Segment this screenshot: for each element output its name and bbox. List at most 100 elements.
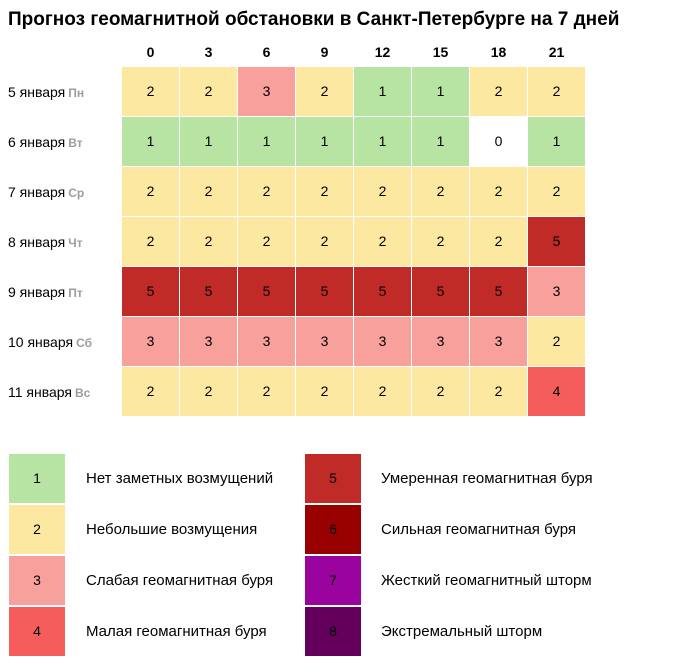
row-label: 8 января Чт [8,217,120,267]
heatmap-cell: 2 [528,67,585,116]
row-label: 10 января Сб [8,317,120,367]
row-date: 6 января [8,134,66,150]
heatmap-cell: 1 [122,117,179,166]
heatmap-cell: 2 [412,167,469,216]
heatmap-cell: 3 [296,317,353,366]
heatmap-cell: 1 [238,117,295,166]
legend-swatch-7: 7 [305,556,361,605]
heatmap-cell: 1 [296,117,353,166]
hour-label-0: 0 [146,44,155,60]
row-weekday: Ср [68,186,85,200]
heatmap-cell: 2 [122,167,179,216]
heatmap-cell: 2 [354,217,411,266]
row-label: 11 января Вс [8,367,120,417]
row-weekday: Вс [75,386,91,400]
heatmap-cell: 1 [528,117,585,166]
row-date: 8 января [8,234,66,250]
legend-label-2: Небольшие возмущения [86,521,258,538]
hour-label-6: 6 [262,44,271,60]
heatmap-cell: 2 [122,367,179,416]
row-date: 7 января [8,184,66,200]
row-label: 7 января Ср [8,167,120,217]
heatmap-cell: 2 [412,217,469,266]
heatmap-cell: 5 [180,267,237,316]
heatmap-cell: 1 [180,117,237,166]
legend-swatch-2: 2 [9,505,65,554]
row-weekday: Пн [68,86,85,100]
heatmap-cell: 2 [528,317,585,366]
row-date: 9 января [8,284,66,300]
hour-label-3: 3 [204,44,213,60]
heatmap-cell: 2 [238,217,295,266]
heatmap-cell: 2 [470,367,527,416]
heatmap-cell: 2 [180,217,237,266]
heatmap-cell: 2 [528,167,585,216]
row-label: 5 января Пн [8,67,120,117]
legend-label-5: Умеренная геомагнитная буря [381,470,593,487]
hour-label-9: 9 [320,44,329,60]
heatmap-cell: 3 [180,317,237,366]
heatmap-cell: 0 [470,117,527,166]
legend-swatch-6: 6 [305,505,361,554]
heatmap-cell: 2 [122,217,179,266]
heatmap-cell: 2 [180,367,237,416]
legend-swatch-8: 8 [305,607,361,656]
legend-swatch-3: 3 [9,556,65,605]
row-weekday: Вт [68,136,83,150]
heatmap-cell: 2 [122,67,179,116]
legend-label-8: Экстремальный шторм [381,623,543,640]
heatmap-cell: 2 [470,217,527,266]
heatmap-cell: 2 [296,167,353,216]
heatmap-cell: 3 [412,317,469,366]
hour-label-18: 18 [490,44,507,60]
heatmap-cell: 2 [180,167,237,216]
heatmap-cell: 2 [354,367,411,416]
heatmap-cell: 2 [354,167,411,216]
heatmap-cell: 3 [238,67,295,116]
heatmap-cell: 2 [470,67,527,116]
heatmap-cell: 3 [122,317,179,366]
legend-label-7: Жесткий геомагнитный шторм [381,572,592,589]
heatmap-cell: 5 [296,267,353,316]
heatmap-cell: 3 [470,317,527,366]
heatmap-cell: 5 [122,267,179,316]
heatmap-cell: 5 [528,217,585,266]
legend-label-1: Нет заметных возмущений [86,470,274,487]
heatmap-cell: 1 [412,117,469,166]
row-weekday: Пт [68,286,83,300]
legend-label-3: Слабая геомагнитная буря [86,572,274,589]
heatmap-cell: 2 [296,367,353,416]
legend-label-4: Малая геомагнитная буря [86,623,267,640]
legend-swatch-5: 5 [305,454,361,503]
heatmap-cell: 2 [238,367,295,416]
row-label: 9 января Пт [8,267,120,317]
heatmap-cell: 2 [238,167,295,216]
legend-label-6: Сильная геомагнитная буря [381,521,576,538]
heatmap-cell: 3 [354,317,411,366]
row-date: 11 января [8,384,73,400]
heatmap-cell: 2 [470,167,527,216]
heatmap-cell: 1 [412,67,469,116]
heatmap-cell: 2 [180,67,237,116]
row-date: 5 января [8,84,66,100]
row-label: 6 января Вт [8,117,120,167]
legend-swatch-4: 4 [9,607,65,656]
heatmap-cell: 3 [238,317,295,366]
heatmap-cell: 1 [354,117,411,166]
heatmap-cell: 1 [354,67,411,116]
heatmap-cell: 5 [470,267,527,316]
heatmap-cell: 3 [528,267,585,316]
row-date: 10 января [8,334,74,350]
hour-label-12: 12 [374,44,391,60]
row-weekday: Чт [68,236,83,250]
row-weekday: Сб [76,336,92,350]
heatmap-cell: 5 [354,267,411,316]
hour-label-15: 15 [432,44,449,60]
heatmap-cell: 5 [238,267,295,316]
heatmap-cell: 2 [412,367,469,416]
legend-swatch-1: 1 [9,454,65,503]
heatmap-cell: 4 [528,367,585,416]
heatmap-cell: 2 [296,67,353,116]
heatmap-cell: 2 [296,217,353,266]
hour-label-21: 21 [548,44,565,60]
